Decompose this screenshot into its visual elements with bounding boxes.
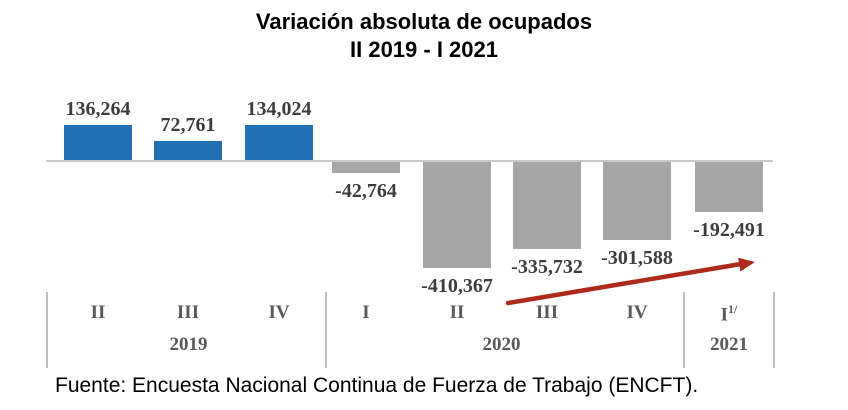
axis-separator-0 bbox=[46, 292, 48, 368]
axis-quarter-iii-2020: III bbox=[535, 302, 559, 323]
axis-quarter-ii-2020: II bbox=[449, 302, 465, 323]
bar-iv-2020 bbox=[603, 162, 671, 240]
bar-ii-2020 bbox=[423, 162, 491, 268]
value-label-ii-2019: 136,264 bbox=[65, 98, 131, 120]
axis-quarter-ii-2019: II bbox=[90, 302, 106, 323]
chart-title: Variación absoluta de ocupados II 2019 -… bbox=[0, 8, 848, 64]
axis-year-2021: 2021 bbox=[710, 334, 748, 355]
source-note: Fuente: Encuesta Nacional Continua de Fu… bbox=[55, 374, 699, 397]
value-label-iii-2019: 72,761 bbox=[160, 114, 216, 136]
chart-title-line1: Variación absoluta de ocupados bbox=[255, 9, 593, 34]
axis-quarter-iv-2020: IV bbox=[626, 302, 648, 323]
bar-i-2021 bbox=[695, 162, 763, 212]
value-label-i-2021: -192,491 bbox=[693, 219, 765, 241]
value-label-iv-2020: -301,588 bbox=[601, 247, 673, 269]
axis-separator-2 bbox=[683, 292, 685, 368]
bar-ii-2019 bbox=[64, 125, 132, 160]
axis-quarter-i-2021: I1/ bbox=[720, 302, 738, 326]
bar-iii-2020 bbox=[513, 162, 581, 249]
zero-axis-line bbox=[46, 160, 773, 162]
value-label-iv-2019: 134,024 bbox=[246, 98, 312, 120]
trend-arrow-head bbox=[738, 257, 755, 272]
footnote-marker: 1/ bbox=[728, 302, 738, 316]
axis-separator-3 bbox=[773, 292, 775, 368]
bar-iii-2019 bbox=[154, 141, 222, 160]
bar-i-2020 bbox=[332, 162, 400, 173]
chart-title-line2: II 2019 - I 2021 bbox=[350, 37, 498, 62]
axis-separator-1 bbox=[325, 292, 327, 368]
value-label-i-2020: -42,764 bbox=[335, 180, 397, 202]
value-label-ii-2020: -410,367 bbox=[421, 275, 493, 297]
axis-quarter-iv-2019: IV bbox=[268, 302, 290, 323]
axis-quarter-i-2020: I bbox=[362, 302, 370, 323]
axis-quarter-iii-2019: III bbox=[176, 302, 200, 323]
axis-year-2020: 2020 bbox=[482, 334, 521, 355]
bar-iv-2019 bbox=[245, 125, 313, 160]
axis-year-2019: 2019 bbox=[169, 334, 208, 355]
